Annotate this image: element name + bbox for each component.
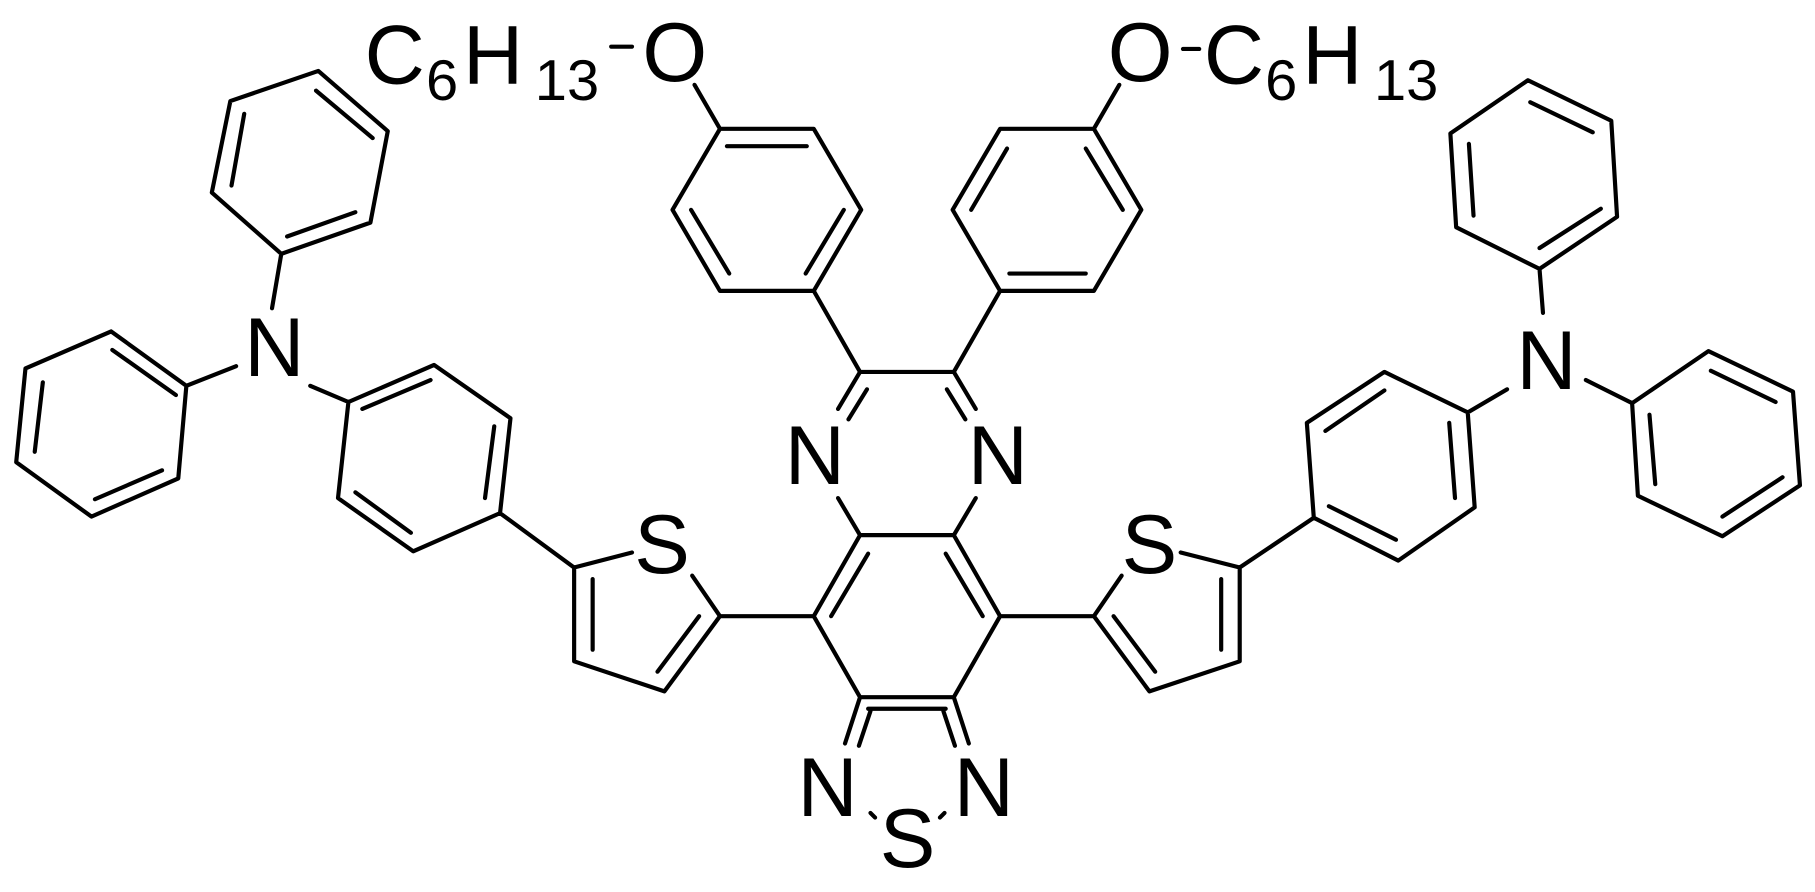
atom-label: S (634, 498, 690, 591)
atom-label: N (954, 741, 1014, 834)
hexyl-carbon-count: 6 (1265, 49, 1297, 113)
atom-label: N (244, 301, 304, 394)
atom-label: N (1516, 314, 1576, 407)
bonds (14, 44, 1803, 820)
hexyl-hydrogen: H (1302, 9, 1362, 102)
hexyl-hydrogen-count: 13 (535, 49, 599, 113)
hexyl-carbon-count: 6 (426, 49, 458, 113)
atom-label: O (1108, 6, 1173, 99)
atom-label: N (785, 409, 845, 502)
hexyl-carbon: C (365, 9, 425, 102)
hexyl-carbon: C (1204, 9, 1264, 102)
atom-label: O (642, 6, 707, 99)
atom-label: S (1122, 498, 1178, 591)
hexyl-hydrogen: H (463, 9, 523, 102)
atom-label: N (798, 741, 858, 834)
atom-label: S (880, 792, 936, 885)
hexyl-hydrogen-count: 13 (1374, 49, 1438, 113)
atom-label: N (968, 409, 1028, 502)
